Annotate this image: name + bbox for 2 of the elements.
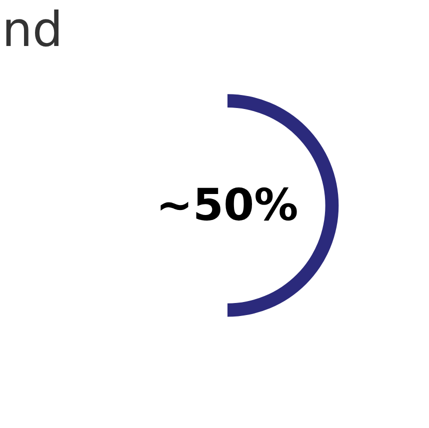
text: nd <box>2 2 63 58</box>
text: ~50% <box>156 180 298 231</box>
